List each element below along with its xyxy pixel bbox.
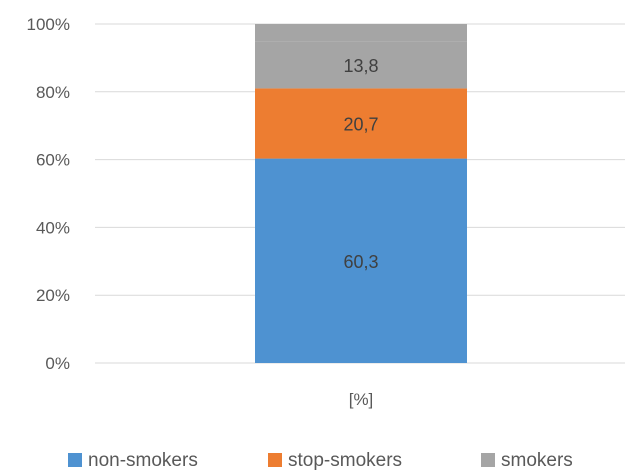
legend-swatch-smokers <box>481 453 495 467</box>
bar-segment-non-smokers <box>255 158 467 363</box>
legend-swatch-stop-smokers <box>268 453 282 467</box>
y-tick-label: 60% <box>36 151 70 170</box>
legend-label-stop-smokers: stop-smokers <box>288 450 402 471</box>
legend-label-non-smokers: non-smokers <box>88 450 198 471</box>
data-labels: 60,3 20,7 13,8 <box>343 56 378 272</box>
data-label-smokers: 13,8 <box>343 56 378 76</box>
bar-segments <box>255 24 467 363</box>
data-label-non-smokers: 60,3 <box>343 252 378 272</box>
legend-swatch-non-smokers <box>68 453 82 467</box>
bar-segment-stop-smokers <box>255 88 467 159</box>
x-category-label: [%] <box>349 390 374 409</box>
y-tick-label: 0% <box>45 354 70 373</box>
y-tick-label: 40% <box>36 218 70 237</box>
x-axis-category-labels: [%] <box>349 390 374 409</box>
bar-segment-smokers-fill <box>255 24 467 42</box>
legend-label-smokers: smokers <box>501 450 573 471</box>
y-tick-label: 80% <box>36 83 70 102</box>
y-tick-label: 100% <box>27 15 70 34</box>
y-tick-label: 20% <box>36 286 70 305</box>
bar-segment-smokers <box>255 41 467 89</box>
legend: non-smokers stop-smokers smokers <box>68 450 573 471</box>
data-label-stop-smokers: 20,7 <box>343 114 378 134</box>
y-axis-tick-labels: 0% 20% 40% 60% 80% 100% <box>27 15 70 373</box>
